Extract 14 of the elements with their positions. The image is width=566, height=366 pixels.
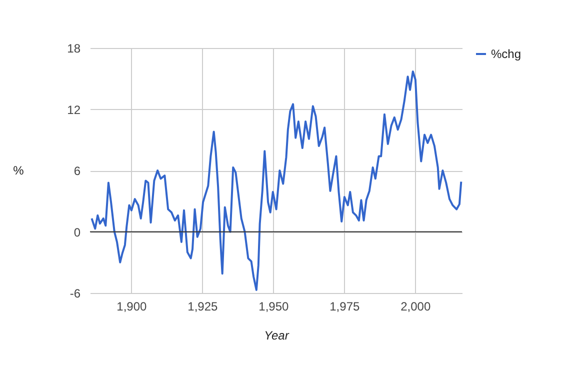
- y-tick-label: 0: [74, 225, 81, 240]
- x-tick-label: 2,000: [400, 300, 431, 314]
- y-tick-label: -6: [70, 286, 81, 300]
- y-axis-title: %: [13, 164, 24, 178]
- x-tick-label: 1,950: [258, 300, 289, 314]
- x-tick-label: 1,975: [330, 300, 360, 314]
- x-tick-label: 1,925: [188, 300, 218, 314]
- x-tick-label: 1,900: [116, 300, 148, 314]
- line-series: [90, 70, 462, 291]
- y-tick-label: 12: [67, 102, 81, 117]
- x-axis-title: Year: [264, 328, 290, 342]
- legend-label: %chg: [491, 47, 522, 61]
- y-tick-label: 18: [67, 42, 81, 56]
- y-tick-label: 6: [74, 164, 81, 178]
